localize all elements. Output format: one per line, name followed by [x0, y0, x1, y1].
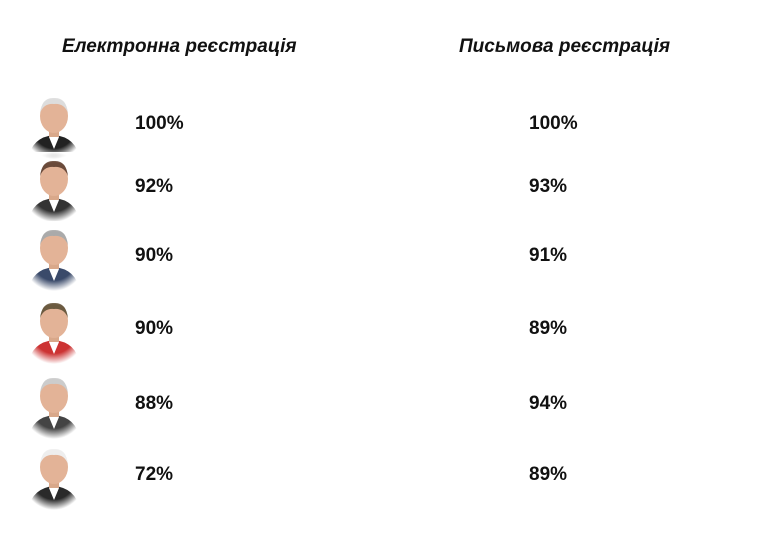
portrait — [22, 152, 86, 222]
percentage: 91% — [529, 245, 568, 266]
percentage: 90% — [135, 318, 174, 339]
percentage: 88% — [135, 393, 174, 414]
portrait — [22, 89, 86, 159]
percentage: 92% — [135, 176, 174, 197]
percentage: 72% — [135, 464, 174, 485]
percentage: 100% — [529, 113, 578, 134]
portrait — [22, 294, 86, 364]
percentage: 93% — [529, 176, 568, 197]
portrait — [22, 440, 86, 510]
percentage: 89% — [529, 464, 568, 485]
column-header: Письмова реєстрація — [459, 36, 671, 57]
percentage: 89% — [529, 318, 568, 339]
portrait — [22, 221, 86, 291]
percentage: 100% — [135, 113, 184, 134]
column-header: Електронна реєстрація — [62, 36, 297, 57]
percentage: 94% — [529, 393, 568, 414]
percentage: 90% — [135, 245, 174, 266]
portrait — [22, 369, 86, 439]
